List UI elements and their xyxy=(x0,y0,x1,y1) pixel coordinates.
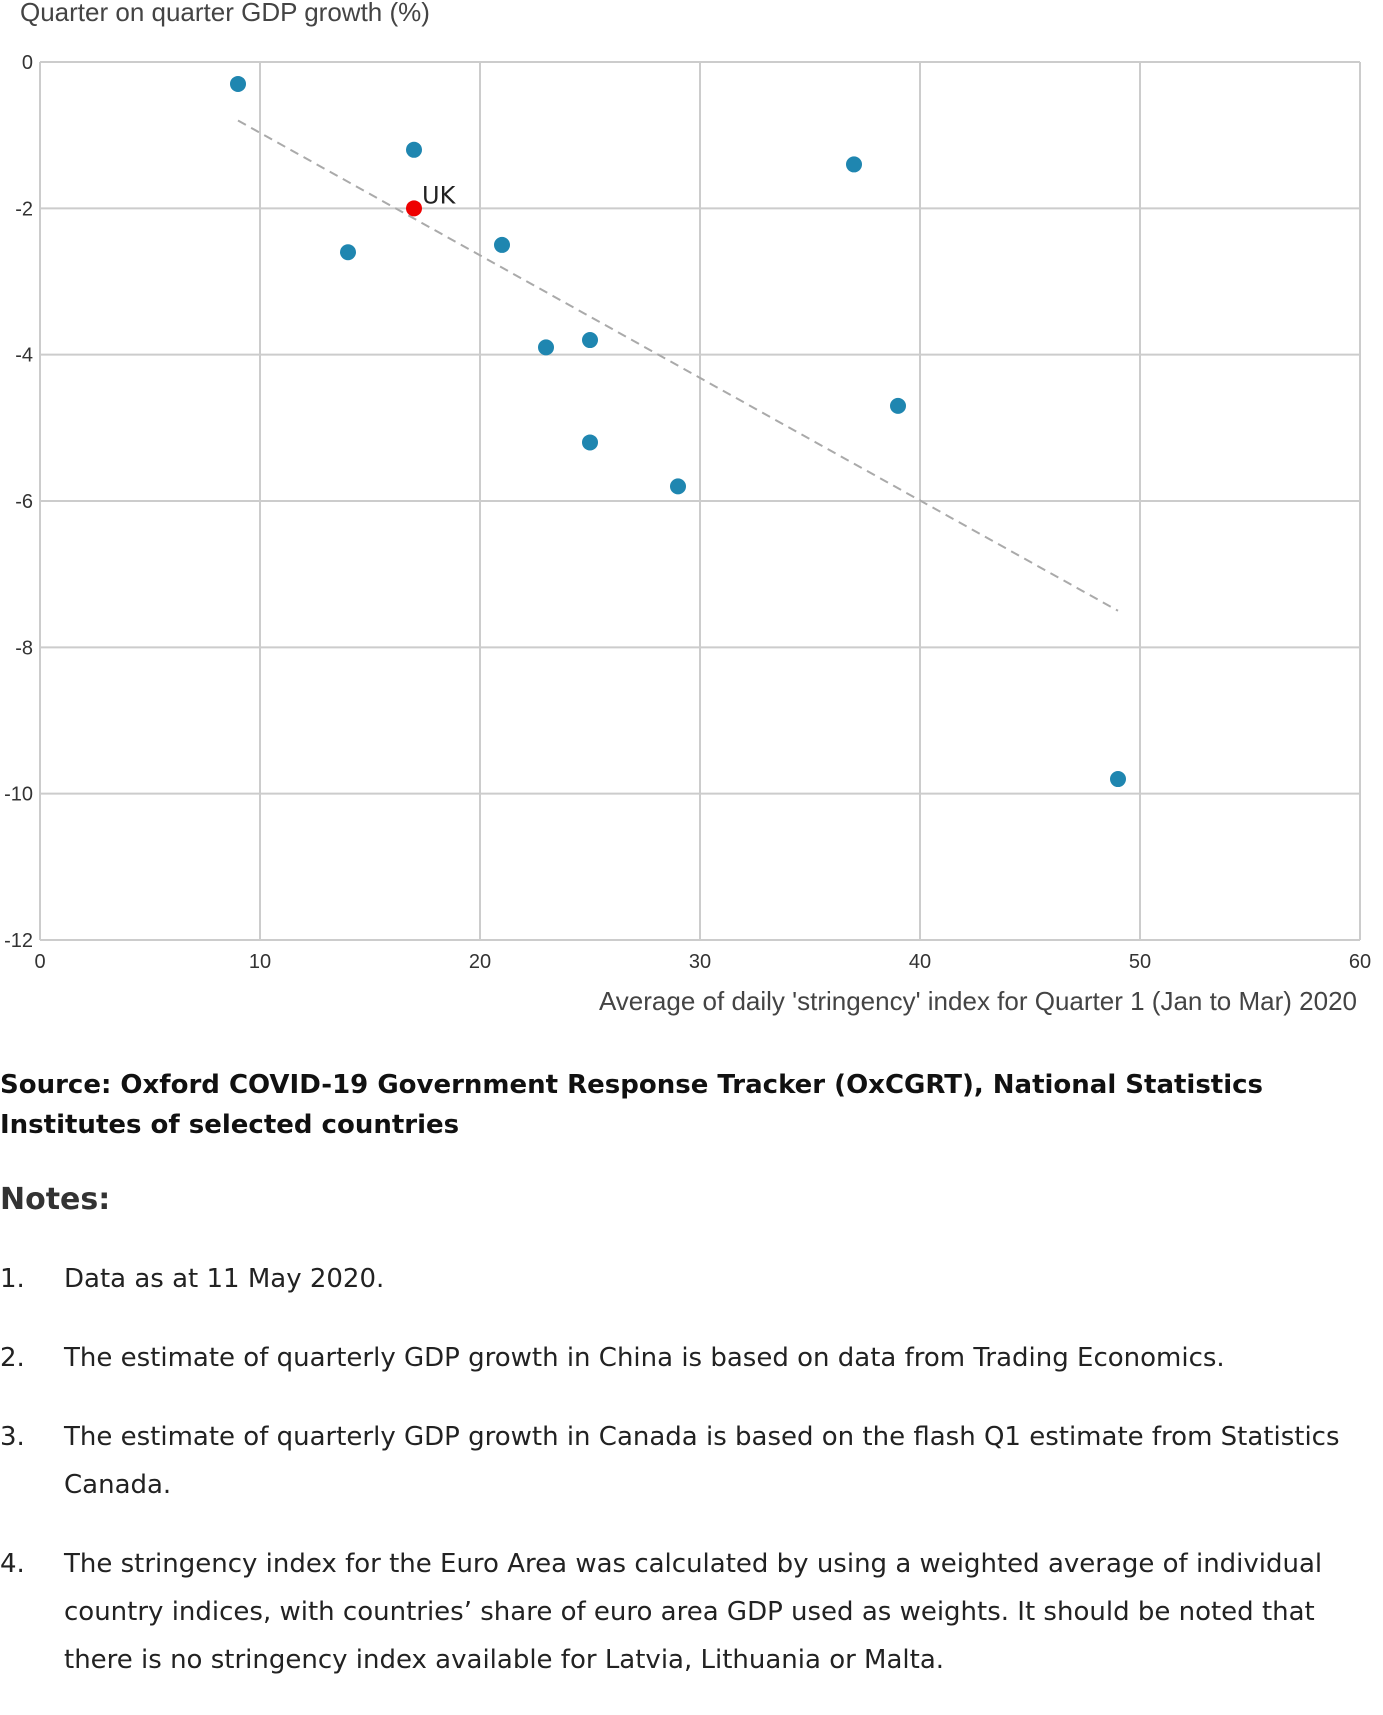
note-item: 4. The stringency index for the Euro Are… xyxy=(0,1540,1383,1684)
x-tick-label: 50 xyxy=(1129,951,1151,973)
scatter-point xyxy=(494,236,510,253)
y-axis-label: Quarter on quarter GDP growth (%) xyxy=(20,0,430,27)
notes-heading: Notes: xyxy=(0,1182,111,1217)
data-points xyxy=(230,75,1126,788)
note-item: 3. The estimate of quarterly GDP growth … xyxy=(0,1413,1383,1509)
y-tick-label: -2 xyxy=(15,198,33,220)
scatter-point xyxy=(230,75,246,92)
trendline xyxy=(237,119,1119,612)
y-tick-label: -8 xyxy=(15,637,33,659)
note-text: The estimate of quarterly GDP growth in … xyxy=(64,1343,1225,1373)
note-number: 3. xyxy=(0,1422,25,1452)
note-number: 2. xyxy=(0,1343,25,1373)
scatter-chart: Quarter on quarter GDP growth (%) 0 -2 -4 -… xyxy=(4,0,1371,1016)
note-item: 1. Data as at 11 May 2020. xyxy=(0,1255,1383,1303)
scatter-point xyxy=(582,434,598,451)
source-note: Source: Oxford COVID-19 Government Respo… xyxy=(0,1070,1264,1140)
y-tick-label: -10 xyxy=(4,784,33,806)
highlight-label: UK xyxy=(422,181,457,209)
x-tick-label: 30 xyxy=(689,951,711,973)
note-number: 1. xyxy=(0,1264,25,1294)
scatter-point xyxy=(890,397,906,414)
note-item: 2. The estimate of quarterly GDP growth … xyxy=(0,1334,1383,1382)
y-tick-label: -4 xyxy=(15,345,33,367)
x-tick-label: 0 xyxy=(34,951,45,973)
note-text: Data as at 11 May 2020. xyxy=(64,1264,385,1294)
y-tick-labels: 0 -2 -4 -6 -8 -10 -12 xyxy=(4,52,33,952)
highlight-point xyxy=(406,200,422,217)
note-text: The stringency index for the Euro Area w… xyxy=(64,1549,1323,1675)
scatter-point xyxy=(846,156,862,173)
x-tick-labels: 0 10 20 30 40 50 60 xyxy=(34,951,1371,973)
y-tick-label: -12 xyxy=(4,930,33,952)
scatter-point xyxy=(406,141,422,158)
scatter-point xyxy=(538,339,554,356)
y-tick-label: 0 xyxy=(22,52,33,74)
scatter-point xyxy=(1110,771,1126,788)
y-tick-label: -6 xyxy=(15,491,33,513)
grid xyxy=(39,61,1361,941)
x-tick-label: 40 xyxy=(909,951,931,973)
scatter-point xyxy=(340,244,356,261)
trendline-group xyxy=(237,119,1119,612)
x-tick-label: 10 xyxy=(249,951,271,973)
x-axis-label: Average of daily 'stringency' index for … xyxy=(599,986,1357,1016)
x-tick-label: 60 xyxy=(1349,951,1371,973)
notes-list: 1. Data as at 11 May 2020. 2. The estima… xyxy=(0,1255,1383,1715)
note-number: 4. xyxy=(0,1549,25,1579)
x-tick-label: 20 xyxy=(469,951,491,973)
scatter-point xyxy=(582,332,598,349)
scatter-point xyxy=(670,478,686,495)
highlight-group: UK xyxy=(406,181,457,217)
note-text: The estimate of quarterly GDP growth in … xyxy=(64,1422,1340,1500)
